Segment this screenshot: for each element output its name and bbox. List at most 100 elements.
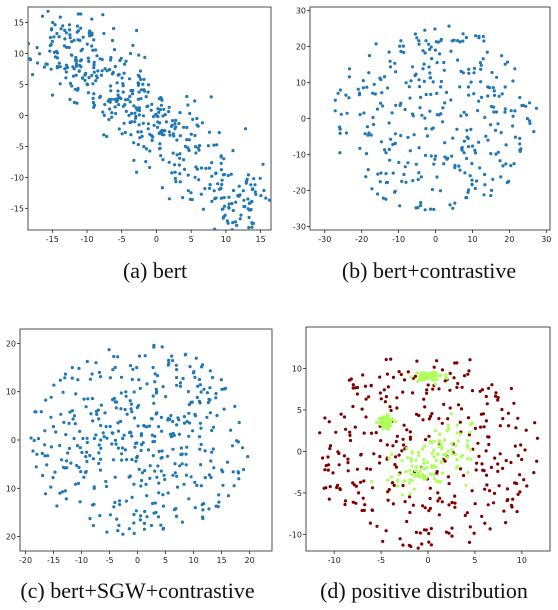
data-point: [130, 434, 134, 438]
data-point: [119, 375, 124, 379]
data-point: [207, 130, 212, 134]
data-point: [238, 217, 242, 221]
data-point: [444, 452, 448, 456]
data-point: [417, 171, 421, 175]
data-point: [50, 27, 54, 31]
data-point: [175, 368, 179, 372]
data-point: [208, 369, 212, 373]
data-point: [346, 469, 350, 473]
data-point: [89, 412, 93, 416]
data-point: [113, 105, 117, 109]
data-point: [408, 430, 412, 434]
x-tick-label: 5: [189, 235, 194, 244]
data-point: [511, 79, 515, 83]
data-point: [103, 67, 107, 71]
data-point: [94, 79, 98, 83]
data-point: [448, 388, 452, 392]
data-point: [58, 82, 62, 86]
data-point: [234, 200, 238, 204]
data-point: [136, 97, 140, 101]
points-group: [29, 343, 250, 536]
data-point: [116, 421, 120, 425]
x-tick-label: -10: [328, 556, 341, 565]
data-point: [515, 510, 519, 514]
data-point: [475, 179, 479, 183]
data-point: [415, 371, 419, 375]
data-point: [55, 51, 60, 55]
data-point: [323, 416, 327, 420]
data-point: [483, 521, 487, 525]
data-point: [479, 80, 483, 84]
data-point: [385, 372, 389, 376]
data-point: [411, 391, 415, 395]
data-point: [433, 382, 437, 386]
data-point: [70, 40, 74, 44]
data-point: [28, 57, 32, 61]
data-point: [470, 489, 474, 493]
data-point: [138, 69, 142, 73]
data-point: [371, 115, 375, 120]
data-point: [112, 505, 116, 509]
data-point: [472, 66, 477, 70]
data-point: [242, 198, 246, 202]
data-point: [422, 477, 426, 481]
data-point: [168, 133, 172, 137]
data-point: [479, 425, 483, 429]
data-point: [91, 419, 95, 423]
data-point: [208, 186, 212, 190]
data-point: [462, 374, 467, 378]
data-point: [127, 113, 131, 117]
y-tick-label: 20: [6, 339, 16, 348]
data-point: [148, 149, 152, 153]
data-point: [501, 164, 505, 168]
data-point: [116, 355, 120, 359]
data-point: [416, 471, 420, 475]
data-point: [448, 406, 452, 410]
data-point: [497, 484, 501, 488]
data-point: [222, 407, 226, 411]
data-point: [154, 387, 158, 391]
data-point: [451, 136, 455, 140]
data-point: [70, 53, 74, 57]
data-point: [215, 143, 219, 147]
data-point: [264, 196, 268, 200]
data-point: [376, 192, 380, 196]
data-point: [132, 512, 136, 517]
data-point: [409, 456, 413, 461]
data-point: [432, 365, 436, 369]
data-point: [488, 527, 492, 531]
data-point: [137, 354, 142, 358]
data-point: [430, 377, 434, 381]
data-point: [428, 109, 432, 113]
data-point: [404, 180, 408, 184]
data-point: [247, 215, 251, 220]
data-point: [420, 542, 424, 546]
data-point: [249, 183, 253, 187]
data-point: [203, 187, 207, 191]
data-point: [84, 455, 88, 459]
data-point: [133, 416, 137, 420]
data-point: [254, 192, 258, 196]
data-point: [115, 400, 119, 404]
data-point: [91, 457, 95, 461]
data-point: [381, 539, 385, 543]
data-point: [104, 479, 108, 484]
data-point: [484, 394, 488, 399]
data-point: [440, 446, 444, 451]
data-point: [534, 106, 538, 110]
data-point: [99, 73, 103, 77]
data-point: [477, 34, 481, 39]
data-point: [365, 125, 369, 129]
x-tick-label: -20: [355, 235, 368, 244]
data-point: [504, 162, 508, 166]
data-point: [378, 391, 382, 395]
data-point: [144, 482, 148, 486]
data-point: [187, 411, 191, 415]
data-point: [430, 463, 434, 467]
data-point: [217, 187, 221, 191]
data-point: [511, 124, 515, 128]
data-point: [157, 481, 161, 485]
data-point: [64, 63, 69, 67]
data-point: [480, 388, 484, 392]
data-point: [127, 77, 132, 81]
